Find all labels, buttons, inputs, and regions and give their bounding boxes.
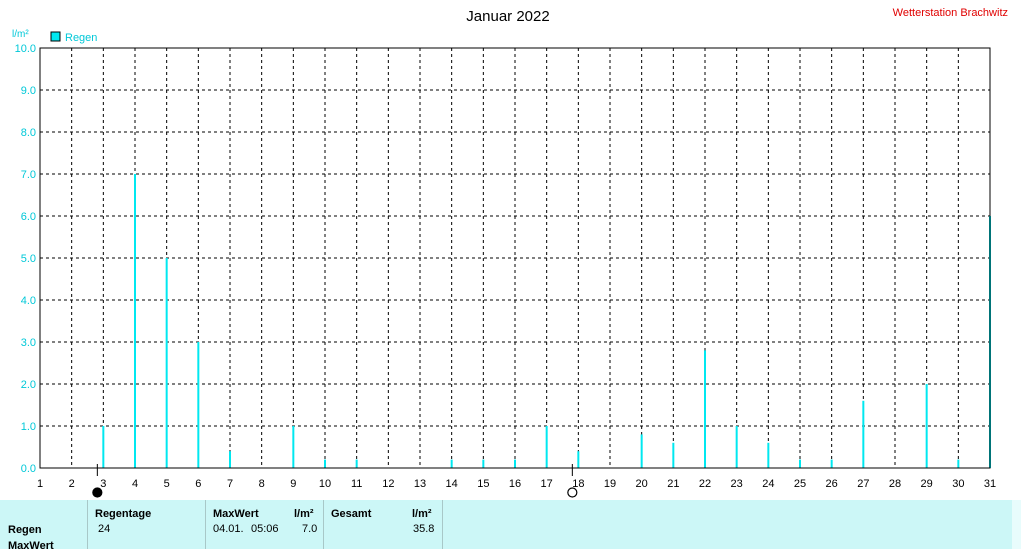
x-tick-label: 19 <box>604 478 616 490</box>
y-tick-label: 0.0 <box>21 463 36 475</box>
y-tick-label: 1.0 <box>21 421 36 433</box>
y-tick-label: 2.0 <box>21 379 36 391</box>
y-axis-unit: l/m² <box>12 29 29 40</box>
row-label-maxwert: MaxWert <box>8 540 54 549</box>
stats-panel: Regen MaxWert Regentage 24 MaxWert l/m² … <box>0 500 1021 549</box>
rain-bar <box>640 434 643 468</box>
rain-bar <box>577 451 580 468</box>
rain-bar <box>482 459 485 468</box>
regentage-header: Regentage <box>95 508 152 520</box>
x-tick-label: 3 <box>100 478 106 490</box>
x-tick-label: 2 <box>69 478 75 490</box>
new-moon-icon <box>92 487 103 498</box>
y-tick-label: 5.0 <box>21 253 36 265</box>
rain-bar <box>767 442 770 468</box>
station-name: Wetterstation Brachwitz <box>893 7 1008 19</box>
panel-edge <box>1012 500 1021 549</box>
maxwert-cell: MaxWert l/m² 04.01. 05:06 7.0 <box>205 500 324 549</box>
maxwert-value: 7.0 <box>302 523 318 535</box>
axes: 0.01.02.03.04.05.06.07.08.09.010.01 2 3 4 5 6… <box>15 43 997 490</box>
x-tick-label: 25 <box>794 478 806 490</box>
x-tick-label: 14 <box>446 478 458 490</box>
rain-bar <box>324 459 326 468</box>
x-tick-label: 22 <box>699 478 711 490</box>
rain-bar <box>925 384 928 468</box>
legend-swatch <box>50 31 61 42</box>
chart-title: Januar 2022 <box>466 8 549 25</box>
rain-bar <box>514 459 516 468</box>
x-tick-label: 9 <box>290 478 296 490</box>
maxwert-time: 05:06 <box>251 523 279 535</box>
y-tick-label: 6.0 <box>21 211 36 223</box>
maxwert-date: 04.01. <box>213 523 244 535</box>
x-tick-label: 24 <box>762 478 774 490</box>
rain-bar <box>545 426 548 468</box>
x-tick-label: 29 <box>921 478 933 490</box>
x-tick-label: 15 <box>477 478 489 490</box>
rain-bar <box>450 459 453 468</box>
x-tick-label: 16 <box>509 478 521 490</box>
y-tick-label: 9.0 <box>21 85 36 97</box>
rain-bar <box>704 350 706 468</box>
moon-phases <box>92 464 578 498</box>
x-tick-label: 13 <box>414 478 426 490</box>
rain-bar <box>134 174 136 468</box>
rain-bar <box>862 400 865 468</box>
regentage-value: 24 <box>98 523 111 535</box>
x-tick-label: 12 <box>382 478 394 490</box>
x-tick-label: 20 <box>636 478 648 490</box>
row-label-regen: Regen <box>8 524 42 536</box>
plot-frame <box>39 47 991 469</box>
y-tick-label: 4.0 <box>21 295 36 307</box>
rain-bar <box>197 342 200 468</box>
rain-bar <box>830 459 833 468</box>
legend-label: Regen <box>65 32 97 44</box>
rain-bar <box>799 459 801 468</box>
gesamt-header: Gesamt <box>331 508 372 520</box>
rain-chart: Januar 2022 Wetterstation Brachwitz l/m²… <box>12 7 1008 498</box>
rain-bar <box>735 426 738 468</box>
x-tick-label: 23 <box>731 478 743 490</box>
x-tick-label: 8 <box>259 478 265 490</box>
rain-bar <box>292 426 295 468</box>
rain-bar <box>957 459 960 468</box>
y-tick-label: 8.0 <box>21 127 36 139</box>
x-tick-label: 4 <box>132 478 138 490</box>
x-tick-label: 7 <box>227 478 233 490</box>
gesamt-cell: Gesamt l/m² 35.8 <box>323 500 443 549</box>
rain-bar <box>229 451 231 468</box>
x-tick-label: 5 <box>164 478 170 490</box>
y-tick-label: 10.0 <box>15 43 36 55</box>
x-tick-label: 10 <box>319 478 331 490</box>
x-tick-label: 31 <box>984 478 996 490</box>
x-tick-label: 26 <box>826 478 838 490</box>
grid <box>40 48 990 468</box>
rain-bar <box>672 442 675 468</box>
maxwert-unit: l/m² <box>294 508 314 520</box>
rain-bar <box>355 459 358 468</box>
x-tick-label: 17 <box>541 478 553 490</box>
y-tick-label: 3.0 <box>21 337 36 349</box>
full-moon-icon <box>567 487 578 498</box>
rain-bar <box>165 258 168 468</box>
x-tick-label: 30 <box>952 478 964 490</box>
x-tick-label: 27 <box>857 478 869 490</box>
x-tick-label: 21 <box>667 478 679 490</box>
gesamt-value: 35.8 <box>413 523 435 535</box>
x-tick-label: 18 <box>572 478 584 490</box>
y-tick-label: 7.0 <box>21 169 36 181</box>
maxwert-header: MaxWert <box>213 508 259 520</box>
regentage-cell: Regentage 24 <box>87 500 206 549</box>
x-tick-label: 28 <box>889 478 901 490</box>
x-tick-label: 6 <box>195 478 201 490</box>
gesamt-unit: l/m² <box>412 508 432 520</box>
x-tick-label: 11 <box>351 478 362 490</box>
rain-bar <box>102 426 105 468</box>
x-tick-label: 1 <box>37 478 43 490</box>
